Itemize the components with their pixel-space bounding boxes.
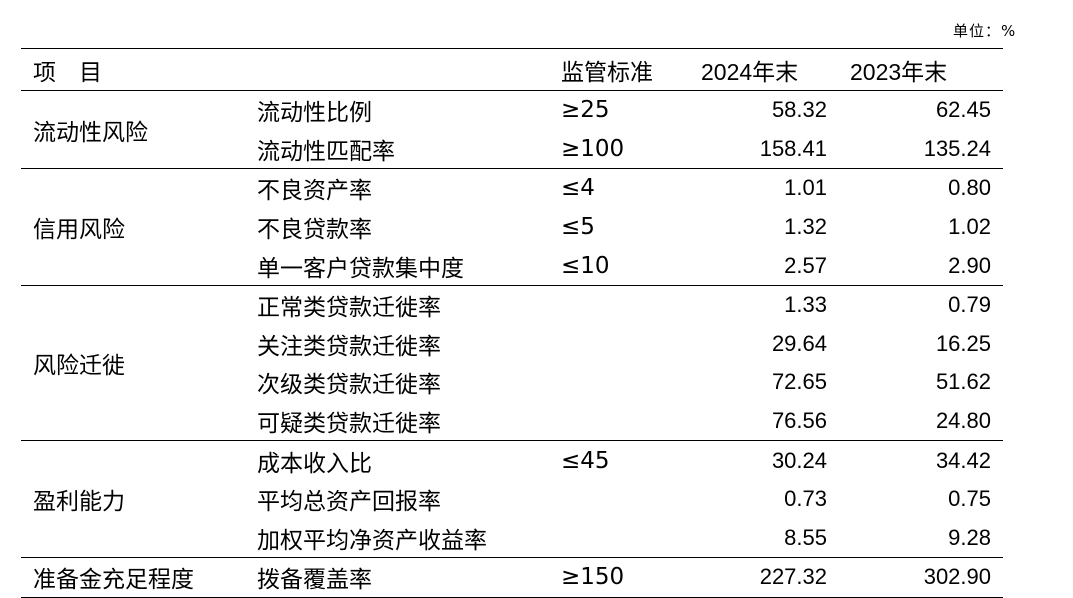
item-name: 平均总资产回报率 bbox=[257, 489, 441, 516]
table-row: 平均总资产回报率 0.73 0.75 bbox=[21, 480, 1003, 519]
value-2024: 1.33 bbox=[784, 292, 827, 318]
value-2023: 302.90 bbox=[923, 564, 991, 590]
regulatory-standard: ≥100 bbox=[561, 135, 625, 162]
table-row: 不良贷款率 ≤5 1.32 1.02 bbox=[21, 208, 1003, 247]
unit-label: 单位：% bbox=[953, 22, 1017, 40]
value-2024: 158.41 bbox=[759, 135, 827, 161]
table-row: 拨备覆盖率 ≥150 227.32 302.90 bbox=[21, 558, 1003, 597]
value-2023: 9.28 bbox=[948, 524, 991, 550]
category-label: 准备金充足程度 bbox=[33, 567, 194, 594]
value-2023: 24.80 bbox=[935, 408, 991, 434]
category-label: 风险迁徙 bbox=[33, 353, 125, 380]
value-2024: 76.56 bbox=[771, 408, 827, 434]
value-2023: 0.79 bbox=[948, 292, 991, 318]
value-2024: 29.64 bbox=[771, 330, 827, 356]
value-2023: 51.62 bbox=[935, 369, 991, 395]
item-name: 单一客户贷款集中度 bbox=[257, 255, 464, 282]
value-2023: 16.25 bbox=[935, 330, 991, 356]
table-row: 次级类贷款迁徙率 72.65 51.62 bbox=[21, 363, 1003, 402]
table-body: 流动性风险 流动性比例 ≥25 58.32 62.45 流动性匹配率 ≥100 158.41 1… bbox=[21, 90, 1003, 597]
item-name: 次级类贷款迁徙率 bbox=[257, 372, 441, 399]
category-label: 信用风险 bbox=[33, 217, 125, 244]
item-name: 加权平均净资产收益率 bbox=[257, 527, 487, 554]
value-2024: 8.55 bbox=[784, 524, 827, 550]
item-name: 流动性比例 bbox=[257, 100, 372, 127]
table-row: 流动性匹配率 ≥100 158.41 135.24 bbox=[21, 130, 1003, 169]
table-row: 可疑类贷款迁徙率 76.56 24.80 bbox=[21, 402, 1003, 441]
value-2024: 72.65 bbox=[771, 369, 827, 395]
regulatory-standard: ≥25 bbox=[561, 97, 610, 124]
regulatory-standard: ≤10 bbox=[561, 252, 610, 279]
table-row: 成本收入比 ≤45 30.24 34.42 bbox=[21, 441, 1003, 480]
category-label: 盈利能力 bbox=[33, 489, 125, 516]
item-name: 不良资产率 bbox=[257, 178, 372, 205]
table-row: 正常类贷款迁徙率 1.33 0.79 bbox=[21, 286, 1003, 325]
table-row: 关注类贷款迁徙率 29.64 16.25 bbox=[21, 325, 1003, 364]
table-group: 信用风险 不良资产率 ≤4 1.01 0.80 不良贷款率 ≤5 1.32 1.02 单一客户贷款… bbox=[21, 168, 1003, 285]
table-row: 加权平均净资产收益率 8.55 9.28 bbox=[21, 519, 1003, 558]
table-group: 流动性风险 流动性比例 ≥25 58.32 62.45 流动性匹配率 ≥100 158.41 1… bbox=[21, 90, 1003, 168]
value-2024: 58.32 bbox=[771, 97, 827, 123]
category-label: 流动性风险 bbox=[33, 119, 148, 146]
table-row: 流动性比例 ≥25 58.32 62.45 bbox=[21, 91, 1003, 130]
value-2023: 1.02 bbox=[948, 214, 991, 240]
value-2024: 2.57 bbox=[784, 252, 827, 278]
value-2023: 0.75 bbox=[948, 486, 991, 512]
value-2024: 1.01 bbox=[784, 175, 827, 201]
table-row: 不良资产率 ≤4 1.01 0.80 bbox=[21, 169, 1003, 208]
regulatory-standard: ≥150 bbox=[561, 564, 625, 591]
table-row: 单一客户贷款集中度 ≤10 2.57 2.90 bbox=[21, 246, 1003, 285]
header-year-2023: 2023年末 bbox=[850, 58, 948, 85]
item-name: 拨备覆盖率 bbox=[257, 567, 372, 594]
regulatory-standard: ≤45 bbox=[561, 447, 610, 474]
item-name: 流动性匹配率 bbox=[257, 138, 395, 165]
item-name: 正常类贷款迁徙率 bbox=[257, 295, 441, 322]
item-name: 不良贷款率 bbox=[257, 217, 372, 244]
item-name: 关注类贷款迁徙率 bbox=[257, 333, 441, 360]
value-2024: 30.24 bbox=[771, 447, 827, 473]
value-2024: 227.32 bbox=[759, 564, 827, 590]
table-group: 准备金充足程度 拨备覆盖率 ≥150 227.32 302.90 bbox=[21, 557, 1003, 597]
value-2023: 2.90 bbox=[948, 252, 991, 278]
indicator-table: 项 目 监管标准 2024年末 2023年末 流动性风险 流动性比例 ≥25 58.3… bbox=[21, 48, 1003, 598]
table-header: 项 目 监管标准 2024年末 2023年末 bbox=[21, 49, 1003, 90]
item-name: 成本收入比 bbox=[257, 450, 372, 477]
regulatory-standard: ≤5 bbox=[561, 214, 595, 241]
item-name: 可疑类贷款迁徙率 bbox=[257, 411, 441, 438]
value-2024: 1.32 bbox=[784, 214, 827, 240]
value-2023: 34.42 bbox=[935, 447, 991, 473]
header-standard: 监管标准 bbox=[561, 59, 653, 86]
value-2023: 135.24 bbox=[923, 135, 991, 161]
value-2023: 62.45 bbox=[935, 97, 991, 123]
header-year-2024: 2024年末 bbox=[701, 58, 799, 85]
header-item: 项 目 bbox=[33, 59, 102, 86]
regulatory-standard: ≤4 bbox=[561, 175, 595, 202]
value-2024: 0.73 bbox=[784, 486, 827, 512]
value-2023: 0.80 bbox=[948, 175, 991, 201]
table-group: 风险迁徙 正常类贷款迁徙率 1.33 0.79 关注类贷款迁徙率 29.64 16.25 次级… bbox=[21, 284, 1003, 441]
table-group: 盈利能力 成本收入比 ≤45 30.24 34.42 平均总资产回报率 0.73 0.75 加权… bbox=[21, 440, 1003, 557]
